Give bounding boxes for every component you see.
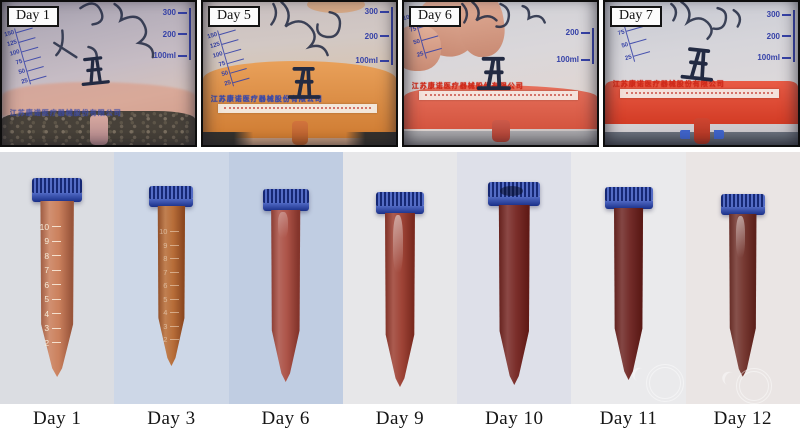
bag-volume-scale-left: 75 50 25	[610, 20, 652, 66]
tube-graduations: 10 9 8 7 6 5 4 3 2	[39, 222, 61, 348]
tube-photo-day-6	[228, 152, 343, 404]
bag-volume-scale-right: 200 100ml	[548, 28, 594, 64]
tube-graduations: 10 9 8 7 6 5 4 3 2	[157, 227, 179, 344]
tube-caption-day-12: Day 12	[713, 408, 773, 429]
tube-fluid	[385, 213, 415, 387]
bag-day-label: Day 5	[208, 6, 260, 27]
tube-cap	[488, 182, 541, 206]
bag-port	[89, 115, 108, 145]
centrifuge-tube	[375, 192, 424, 387]
tube-caption-day-10: Day 10	[485, 408, 544, 429]
tube-caption-day-11: Day 11	[599, 408, 658, 429]
manufacturer-substrip	[620, 89, 779, 99]
tube-caption-day-1: Day 1	[32, 408, 82, 429]
bag-photo-day-5: 150 125 100 75 50 25 300 200 100ml 江苏康诺医…	[201, 0, 398, 147]
centrifuge-tube: 10 9 8 7 6 5 4 3 2	[32, 178, 83, 377]
bag-port	[291, 121, 308, 145]
centrifuge-tube	[262, 189, 309, 382]
caption-row: Day 1 Day 3 Day 6 Day 9 Day 10 Day 11 Da…	[0, 404, 800, 436]
tube-photo-day-10	[457, 152, 572, 404]
tube-cap	[604, 187, 653, 209]
tube-fluid	[271, 210, 301, 382]
tube-cap	[375, 192, 424, 214]
centrifuge-tube	[488, 182, 541, 385]
centrifuge-tube: 10 9 8 7 6 5 4 3 2	[149, 186, 194, 366]
manufacturer-substrip	[419, 90, 578, 100]
tube-photo-day-11	[571, 152, 686, 404]
bag-photo-day-6: 100 75 50 25 200 100ml 江苏康诺医疗器械股份有限公司 Da…	[402, 0, 599, 147]
tube-photo-day-1: 10 9 8 7 6 5 4 3 2	[0, 152, 115, 404]
tube-fluid	[729, 214, 757, 377]
tube-cap	[32, 178, 83, 202]
bag-volume-scale-left: 150 125 100 75 50 25	[2, 23, 48, 89]
bag-fluid	[2, 82, 195, 117]
tube-photo-day-3: 10 9 8 7 6 5 4 3 2	[114, 152, 229, 404]
bag-volume-scale-right: 300 200 100ml	[749, 10, 795, 62]
bag-port	[693, 117, 710, 144]
tube-caption-day-6: Day 6	[261, 408, 310, 429]
bag-day-label: Day 6	[409, 6, 461, 27]
centrifuge-tube	[720, 194, 765, 377]
centrifuge-tube	[604, 187, 653, 380]
tube-fluid	[498, 205, 530, 385]
tube-cap	[262, 189, 309, 211]
tube-photo-day-9	[342, 152, 458, 404]
manufacturer-text: 江苏康诺医疗器械股份有限公司	[210, 94, 323, 103]
manufacturer-text: 江苏康诺医疗器械股份有限公司	[612, 80, 725, 89]
bag-volume-scale-right: 300 200 100ml	[347, 7, 393, 65]
tube-cap	[720, 194, 765, 215]
bag-volume-scale-right: 300 200 100ml	[145, 8, 191, 60]
tube-caption-day-3: Day 3	[147, 408, 196, 429]
bag-day-label: Day 1	[7, 6, 59, 27]
manufacturer-substrip	[218, 103, 377, 113]
fluid-glimpse	[307, 2, 366, 14]
bag-photo-day-1: 150 125 100 75 50 25 300 200 100ml 江苏康诺医…	[0, 0, 197, 147]
manufacturer-text: 江苏康诺医疗器械股份有限公司	[9, 108, 122, 117]
tube-fluid	[614, 208, 644, 380]
bag-day-label: Day 7	[610, 6, 662, 27]
manufacturer-text: 江苏康诺医疗器械股份有限公司	[411, 81, 524, 90]
bag-fluid	[605, 80, 798, 124]
bag-photo-day-7: 75 50 25 300 200 100ml 江苏康诺医疗器械股份有限公司 Da…	[603, 0, 800, 147]
centrifuge-tube-photo-row: 10 9 8 7 6 5 4 3 2 10 9 8	[0, 152, 800, 404]
tube-cap	[149, 186, 194, 207]
blood-bag-photo-row: 150 125 100 75 50 25 300 200 100ml 江苏康诺医…	[0, 0, 800, 147]
bag-port	[491, 120, 510, 143]
tube-caption-day-9: Day 9	[375, 408, 425, 429]
tube-photo-day-12	[685, 152, 800, 404]
